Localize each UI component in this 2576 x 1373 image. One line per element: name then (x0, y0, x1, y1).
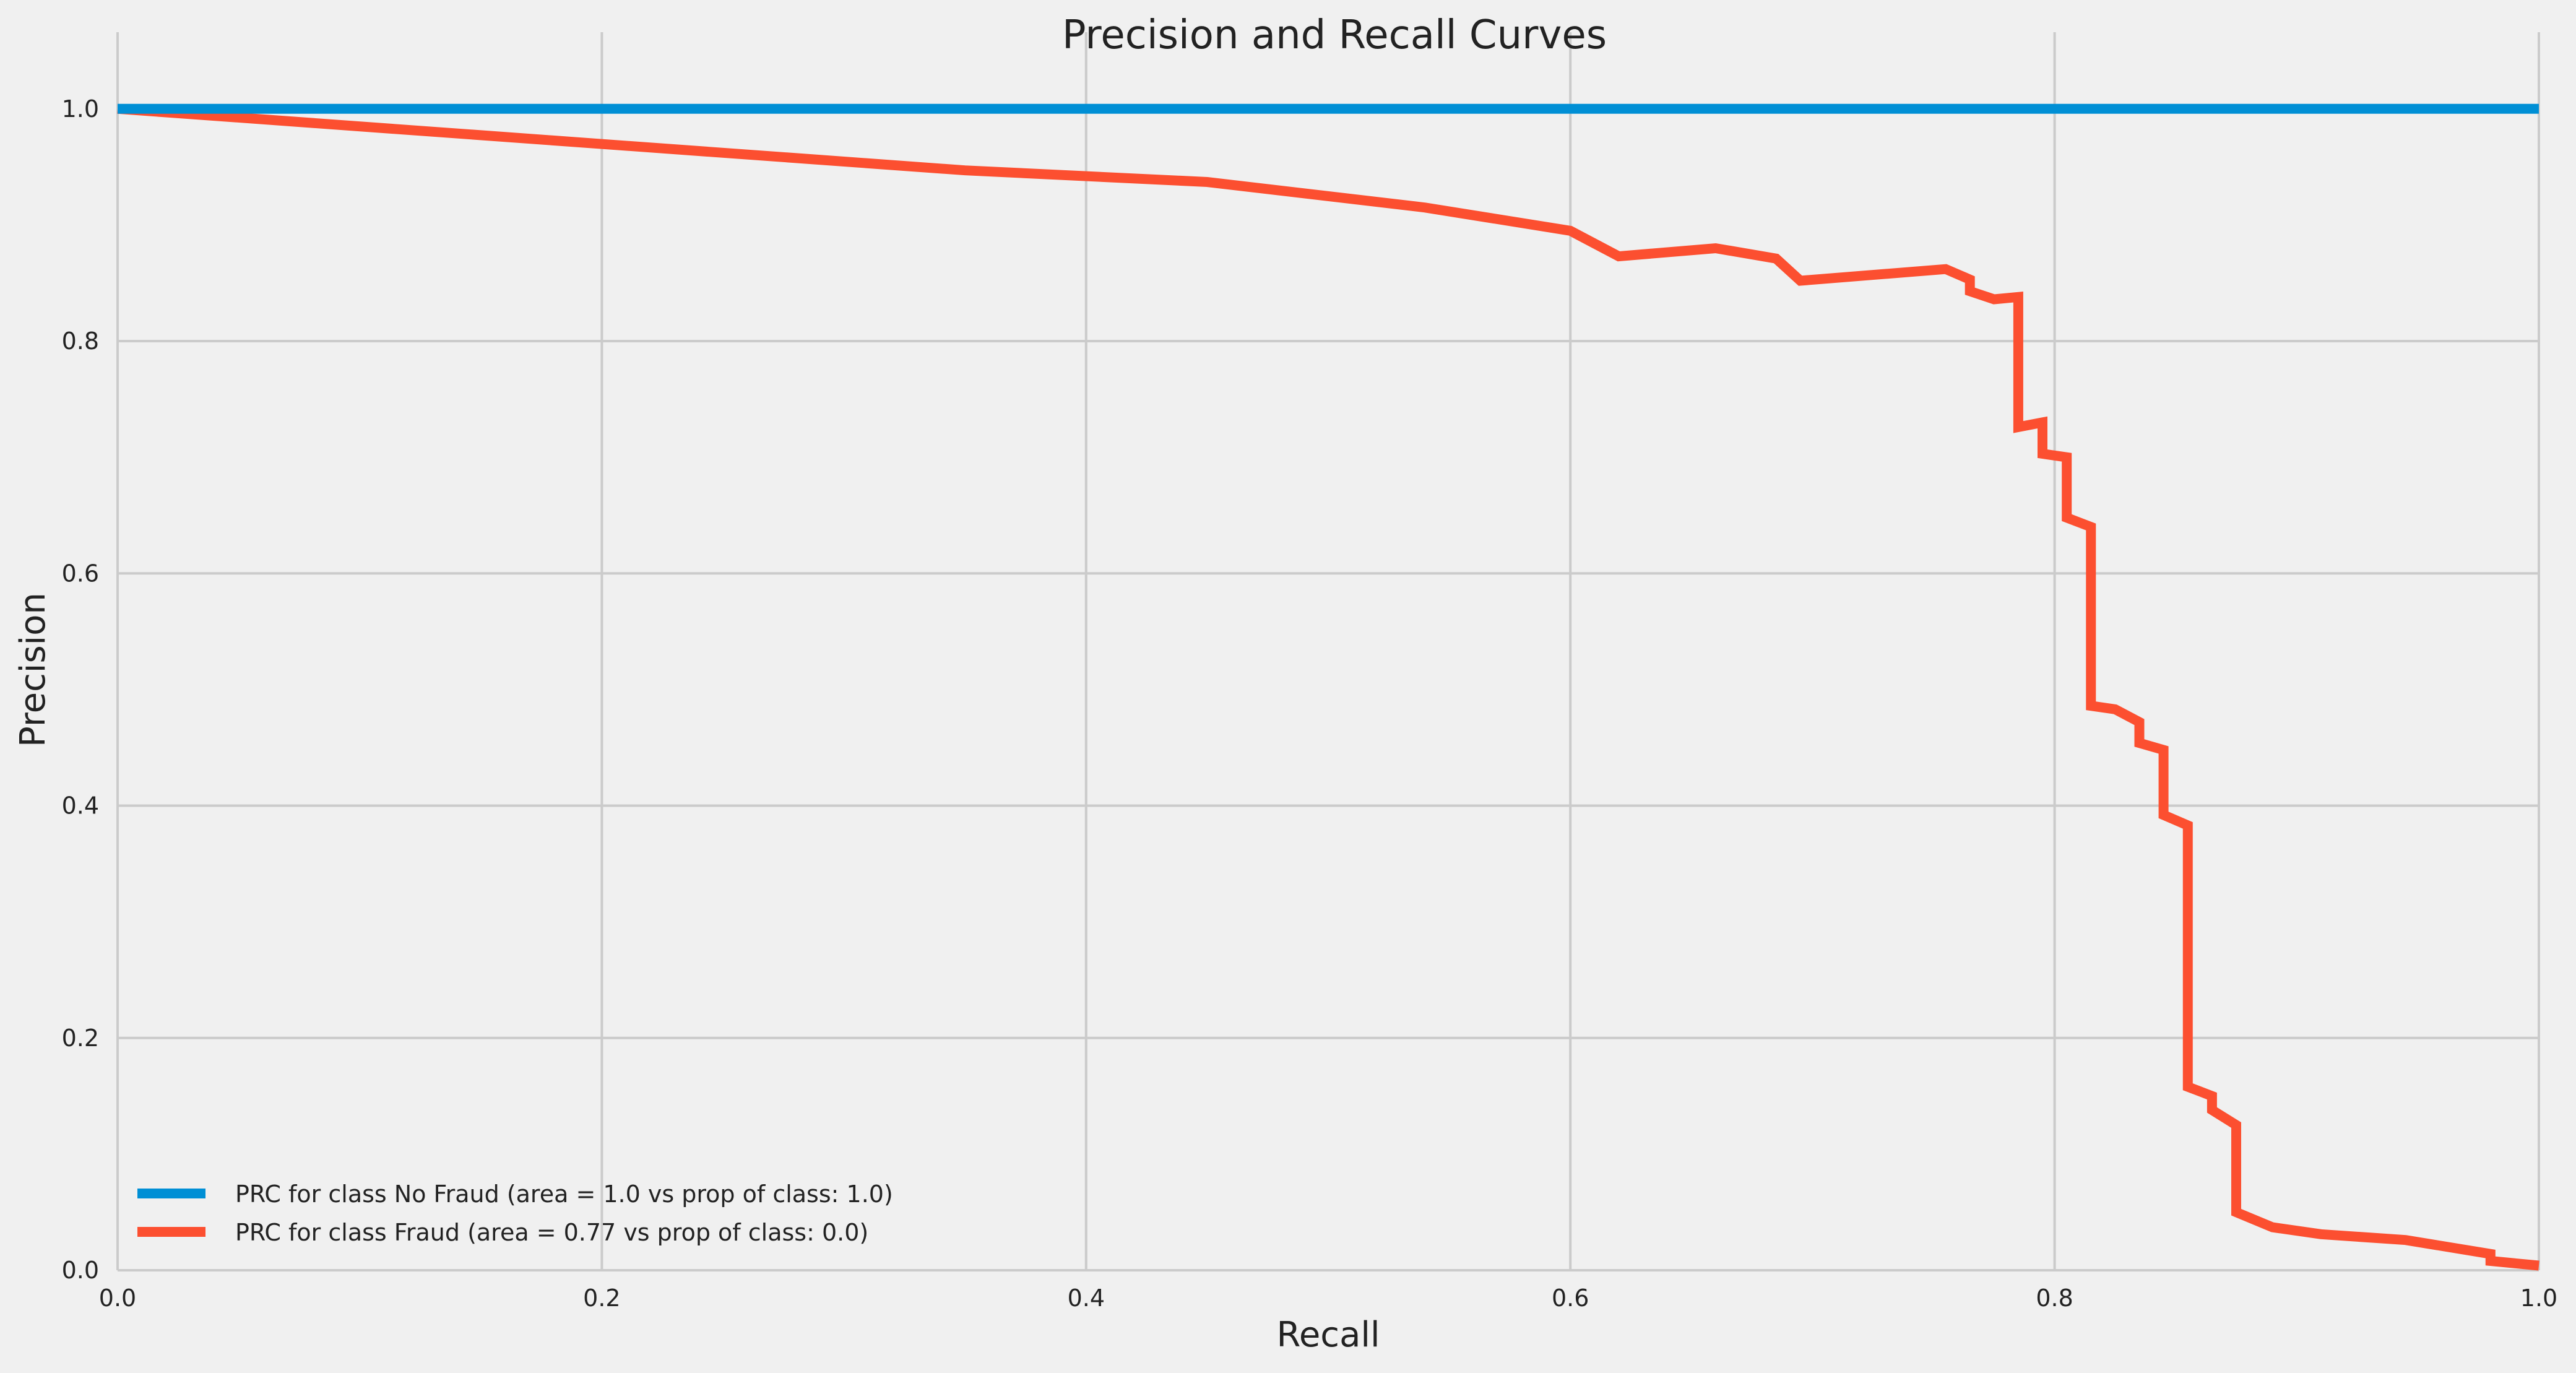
x-tick-label: 0.6 (1552, 1284, 1589, 1312)
x-tick-label: 0.2 (583, 1284, 620, 1312)
x-axis-label: Recall (1276, 1315, 1380, 1355)
y-tick-label: 0.8 (62, 327, 99, 355)
y-tick-label: 0.2 (62, 1024, 99, 1052)
y-axis-label: Precision (13, 592, 53, 747)
y-tick-label: 0.0 (62, 1257, 99, 1284)
chart-title: Precision and Recall Curves (1062, 12, 1607, 58)
legend-label-fraud: PRC for class Fraud (area = 0.77 vs prop… (235, 1219, 868, 1246)
legend-label-no-fraud: PRC for class No Fraud (area = 1.0 vs pr… (235, 1180, 893, 1208)
x-tick-label: 1.0 (2520, 1284, 2557, 1312)
series-layer (117, 103, 2539, 1271)
series-line-fraud (117, 103, 2539, 1271)
legend: PRC for class No Fraud (area = 1.0 vs pr… (137, 1180, 893, 1246)
tick-layer: 0.0 0.2 0.4 0.6 0.8 1.0 0.0 0.2 0.4 0.6 0.8 1.0 (62, 95, 2558, 1312)
x-tick-label: 0.8 (2036, 1284, 2073, 1312)
y-tick-label: 0.6 (62, 560, 99, 587)
grid-layer (116, 32, 2540, 1271)
y-tick-label: 1.0 (62, 95, 99, 123)
x-tick-label: 0.4 (1068, 1284, 1105, 1312)
y-tick-label: 0.4 (62, 792, 99, 820)
x-tick-label: 0.0 (99, 1284, 136, 1312)
